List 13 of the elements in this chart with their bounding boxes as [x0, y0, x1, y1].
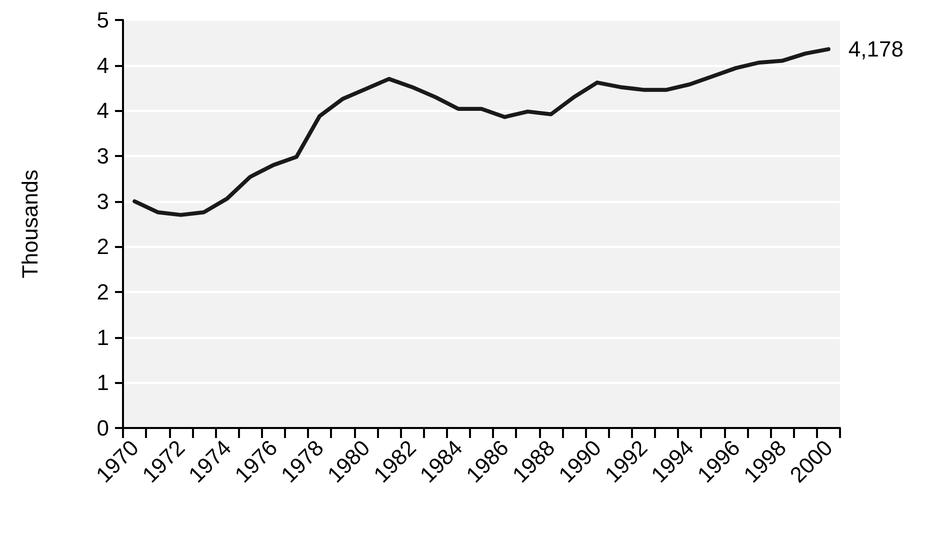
y-tick-label: 4	[96, 98, 109, 124]
line-series	[132, 47, 830, 217]
annotation: 4,178	[848, 36, 904, 62]
y-tick-label: 0	[96, 416, 109, 440]
y-tick-label: 4	[96, 52, 109, 78]
y-tick-label: 1	[96, 324, 109, 350]
y-tick-label: 1	[96, 370, 109, 396]
y-tick-label: 2	[96, 234, 109, 260]
y-tick-label: 5	[96, 8, 109, 32]
y-axis-title: Thousands	[18, 170, 42, 278]
y-tick-label: 2	[96, 280, 109, 304]
y-tick-label: 3	[96, 188, 109, 214]
y-tick-label: 3	[96, 144, 109, 168]
